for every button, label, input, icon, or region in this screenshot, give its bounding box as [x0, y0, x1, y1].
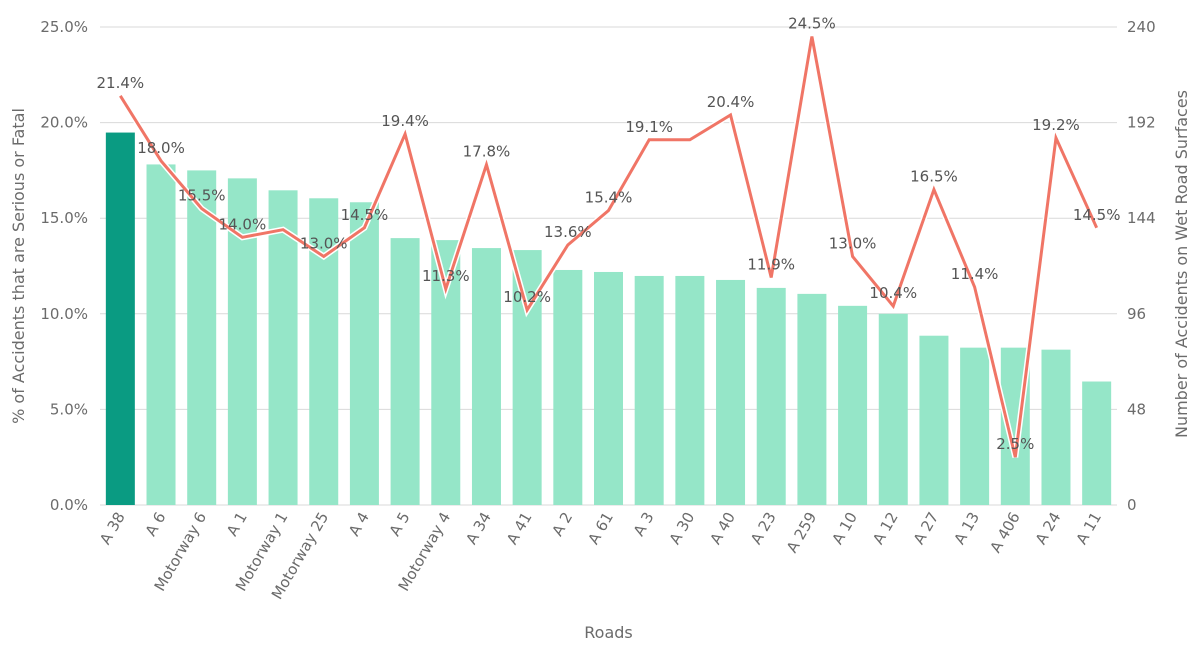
- data-label: 14.0%: [219, 215, 267, 233]
- bar: [797, 293, 827, 505]
- x-tick-label: A 61: [584, 509, 617, 548]
- bar: [105, 132, 135, 505]
- line-path: [119, 36, 1099, 458]
- data-label: 19.2%: [1032, 116, 1080, 134]
- data-label: 21.4%: [97, 74, 145, 92]
- bar: [960, 347, 990, 505]
- data-label: 11.3%: [422, 267, 470, 285]
- data-label: 13.0%: [300, 234, 348, 252]
- bar: [553, 269, 583, 505]
- bar: [919, 335, 949, 505]
- x-tick-label: A 10: [828, 509, 861, 548]
- y2-tick-label: 192: [1127, 114, 1156, 132]
- data-labels: 21.4% 18.0% 15.5% 14.0% 13.0% 14.5% 19.4% 11.3%…: [97, 15, 1121, 454]
- x-tick-label: A 40: [706, 509, 739, 548]
- y2-tick-label: 144: [1127, 209, 1156, 227]
- bar: [146, 164, 176, 506]
- data-label: 14.5%: [1073, 206, 1121, 224]
- data-label: 19.1%: [625, 118, 673, 136]
- bar: [187, 170, 217, 505]
- y-tick-label: 20.0%: [40, 114, 88, 132]
- y-tick-label: 25.0%: [40, 18, 88, 36]
- data-label: 11.9%: [747, 255, 795, 273]
- x-tick-label: A 6: [142, 509, 170, 539]
- x-tick-label: A 2: [548, 509, 576, 539]
- x-tick-label: A 24: [1032, 509, 1065, 548]
- x-tick-label: A 30: [666, 509, 699, 548]
- x-tick-label: A 41: [503, 509, 536, 548]
- data-label: 10.4%: [869, 284, 917, 302]
- x-tick-label: A 23: [747, 509, 780, 548]
- bar: [1041, 349, 1071, 505]
- y-axis-title: % of Accidents that are Serious or Fatal: [9, 108, 28, 424]
- x-tick-label: A 4: [345, 509, 373, 539]
- data-label: 14.5%: [341, 206, 389, 224]
- y2-axis-title: Number of Accidents on Wet Road Surfaces: [1172, 90, 1191, 438]
- y-tick-label: 10.0%: [40, 305, 88, 323]
- bar: [838, 305, 868, 505]
- x-tick-label: A 259: [783, 509, 820, 556]
- x-tick-label: A 13: [950, 509, 983, 548]
- data-label: 24.5%: [788, 15, 836, 33]
- x-tick-label: A 27: [910, 509, 943, 548]
- data-label: 16.5%: [910, 168, 958, 186]
- bar: [471, 248, 501, 505]
- y-tick-label: 5.0%: [50, 400, 88, 418]
- x-tick-label: A 406: [986, 509, 1023, 556]
- data-label: 13.0%: [829, 234, 877, 252]
- data-label: 10.2%: [503, 288, 551, 306]
- bar: [878, 313, 908, 505]
- data-label: 18.0%: [137, 139, 185, 157]
- line-series: [117, 36, 1100, 458]
- x-tick-label: A 34: [462, 509, 495, 548]
- x-tick-label: A 12: [869, 509, 902, 548]
- bar: [756, 287, 786, 505]
- y2-tick-label: 0: [1127, 496, 1137, 514]
- bar: [349, 202, 379, 505]
- bar: [675, 275, 705, 505]
- bar: [716, 279, 746, 505]
- data-label: 17.8%: [463, 143, 511, 161]
- bar: [268, 190, 298, 506]
- data-label: 11.4%: [951, 265, 999, 283]
- data-label: 13.6%: [544, 223, 592, 241]
- x-tick-label: A 3: [630, 509, 658, 539]
- x-axis-title: Roads: [584, 623, 632, 642]
- y-tick-label: 0.0%: [50, 496, 88, 514]
- right-axis-ticks: 0 48 96 144 192 240: [1127, 18, 1156, 514]
- y2-tick-label: 96: [1127, 305, 1146, 323]
- data-label: 15.5%: [178, 187, 226, 205]
- data-label: 19.4%: [381, 112, 429, 130]
- bar: [634, 275, 664, 505]
- data-label: 20.4%: [707, 93, 755, 111]
- x-tick-label: A 38: [96, 509, 129, 548]
- data-label: 15.4%: [585, 189, 633, 207]
- bar: [1082, 381, 1112, 505]
- x-tick-label: A 1: [223, 509, 251, 539]
- y-tick-label: 15.0%: [40, 209, 88, 227]
- x-tick-label: A 5: [386, 509, 414, 539]
- y2-tick-label: 48: [1127, 400, 1146, 418]
- bar-series: [105, 132, 1112, 506]
- data-label: 2.5%: [996, 435, 1034, 453]
- y2-tick-label: 240: [1127, 18, 1156, 36]
- bar: [390, 238, 420, 505]
- x-tick-label: A 11: [1072, 509, 1105, 548]
- bar: [594, 271, 623, 505]
- left-axis-ticks: 0.0% 5.0% 10.0% 15.0% 20.0% 25.0%: [40, 18, 88, 514]
